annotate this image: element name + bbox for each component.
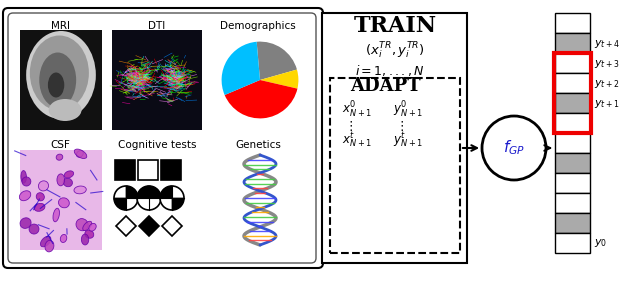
- Circle shape: [137, 186, 161, 210]
- Polygon shape: [116, 216, 136, 236]
- Text: $y_{N+1}^{0}$: $y_{N+1}^{0}$: [393, 100, 423, 120]
- Text: TRAIN: TRAIN: [353, 15, 436, 37]
- Text: $y_{t+2}$: $y_{t+2}$: [594, 78, 620, 90]
- Polygon shape: [162, 216, 182, 236]
- Bar: [330, 78, 460, 253]
- Text: $f_{GP}$: $f_{GP}$: [503, 139, 525, 157]
- Ellipse shape: [74, 186, 86, 194]
- Bar: [555, 233, 590, 253]
- Ellipse shape: [39, 52, 76, 107]
- Wedge shape: [160, 186, 172, 198]
- Bar: [555, 33, 590, 53]
- Ellipse shape: [76, 219, 88, 231]
- Text: CSF: CSF: [50, 140, 70, 150]
- Bar: [555, 93, 590, 113]
- Bar: [112, 30, 202, 130]
- Bar: [115, 160, 135, 180]
- FancyBboxPatch shape: [8, 13, 316, 263]
- FancyBboxPatch shape: [3, 8, 323, 268]
- Ellipse shape: [56, 154, 63, 160]
- Ellipse shape: [38, 181, 49, 191]
- Ellipse shape: [53, 208, 60, 222]
- Bar: [554, 53, 591, 133]
- Ellipse shape: [22, 177, 31, 186]
- Ellipse shape: [19, 191, 31, 201]
- Wedge shape: [137, 186, 149, 198]
- Ellipse shape: [40, 236, 51, 247]
- Bar: [161, 160, 181, 180]
- Wedge shape: [260, 69, 298, 89]
- Ellipse shape: [30, 35, 89, 111]
- Ellipse shape: [64, 171, 74, 178]
- Circle shape: [160, 186, 184, 210]
- Polygon shape: [139, 216, 159, 236]
- Wedge shape: [114, 198, 126, 210]
- Text: MRI: MRI: [51, 21, 70, 31]
- Ellipse shape: [36, 193, 44, 201]
- Ellipse shape: [26, 31, 96, 119]
- Ellipse shape: [74, 149, 87, 158]
- Text: DTI: DTI: [148, 21, 166, 31]
- Bar: [555, 53, 590, 73]
- Wedge shape: [221, 42, 260, 95]
- Ellipse shape: [48, 73, 64, 98]
- Circle shape: [114, 186, 138, 210]
- Ellipse shape: [57, 174, 65, 186]
- Ellipse shape: [63, 178, 72, 187]
- Bar: [555, 193, 590, 213]
- Bar: [555, 73, 590, 93]
- Text: $y_{N+1}^{t}$: $y_{N+1}^{t}$: [393, 130, 423, 149]
- Text: $x_{N+1}^{t}$: $x_{N+1}^{t}$: [342, 130, 372, 149]
- Text: $\vdots$: $\vdots$: [394, 119, 403, 133]
- Text: Genetics: Genetics: [235, 140, 281, 150]
- Ellipse shape: [83, 221, 92, 231]
- Wedge shape: [126, 186, 138, 198]
- Text: $(x_i^{TR}, y_i^{TR})$: $(x_i^{TR}, y_i^{TR})$: [365, 41, 425, 61]
- Wedge shape: [225, 80, 298, 118]
- Ellipse shape: [60, 234, 67, 242]
- Ellipse shape: [49, 99, 81, 121]
- Ellipse shape: [81, 234, 89, 245]
- Ellipse shape: [58, 198, 69, 208]
- Ellipse shape: [20, 218, 31, 228]
- Bar: [322, 13, 467, 263]
- Text: $\vdots$: $\vdots$: [344, 119, 353, 133]
- Text: $y_{t+4}$: $y_{t+4}$: [594, 38, 620, 50]
- Bar: [212, 150, 308, 250]
- Text: ADAPT: ADAPT: [350, 77, 420, 95]
- Text: Cognitive tests: Cognitive tests: [118, 140, 196, 150]
- Wedge shape: [257, 41, 297, 80]
- Bar: [138, 160, 158, 180]
- Bar: [555, 133, 590, 153]
- Ellipse shape: [76, 151, 83, 157]
- Ellipse shape: [29, 224, 39, 234]
- Bar: [20, 150, 102, 250]
- Text: $y_{t+1}$: $y_{t+1}$: [594, 98, 620, 110]
- Wedge shape: [149, 186, 161, 198]
- Circle shape: [482, 116, 546, 180]
- Ellipse shape: [45, 240, 54, 252]
- Bar: [555, 13, 590, 33]
- Bar: [20, 30, 102, 130]
- Bar: [113, 150, 201, 250]
- Text: $x_{N+1}^{0}$: $x_{N+1}^{0}$: [342, 100, 372, 120]
- Bar: [555, 213, 590, 233]
- Bar: [555, 113, 590, 133]
- Text: $y_{t+3}$: $y_{t+3}$: [594, 58, 620, 70]
- Ellipse shape: [89, 223, 96, 231]
- Bar: [555, 153, 590, 173]
- Ellipse shape: [21, 170, 26, 183]
- Ellipse shape: [85, 230, 94, 238]
- Wedge shape: [172, 198, 184, 210]
- Text: $i = 1,...,N$: $i = 1,...,N$: [355, 62, 425, 77]
- Text: Demographics: Demographics: [220, 21, 296, 31]
- Bar: [555, 173, 590, 193]
- Ellipse shape: [34, 203, 45, 211]
- Text: $y_0$: $y_0$: [594, 237, 607, 249]
